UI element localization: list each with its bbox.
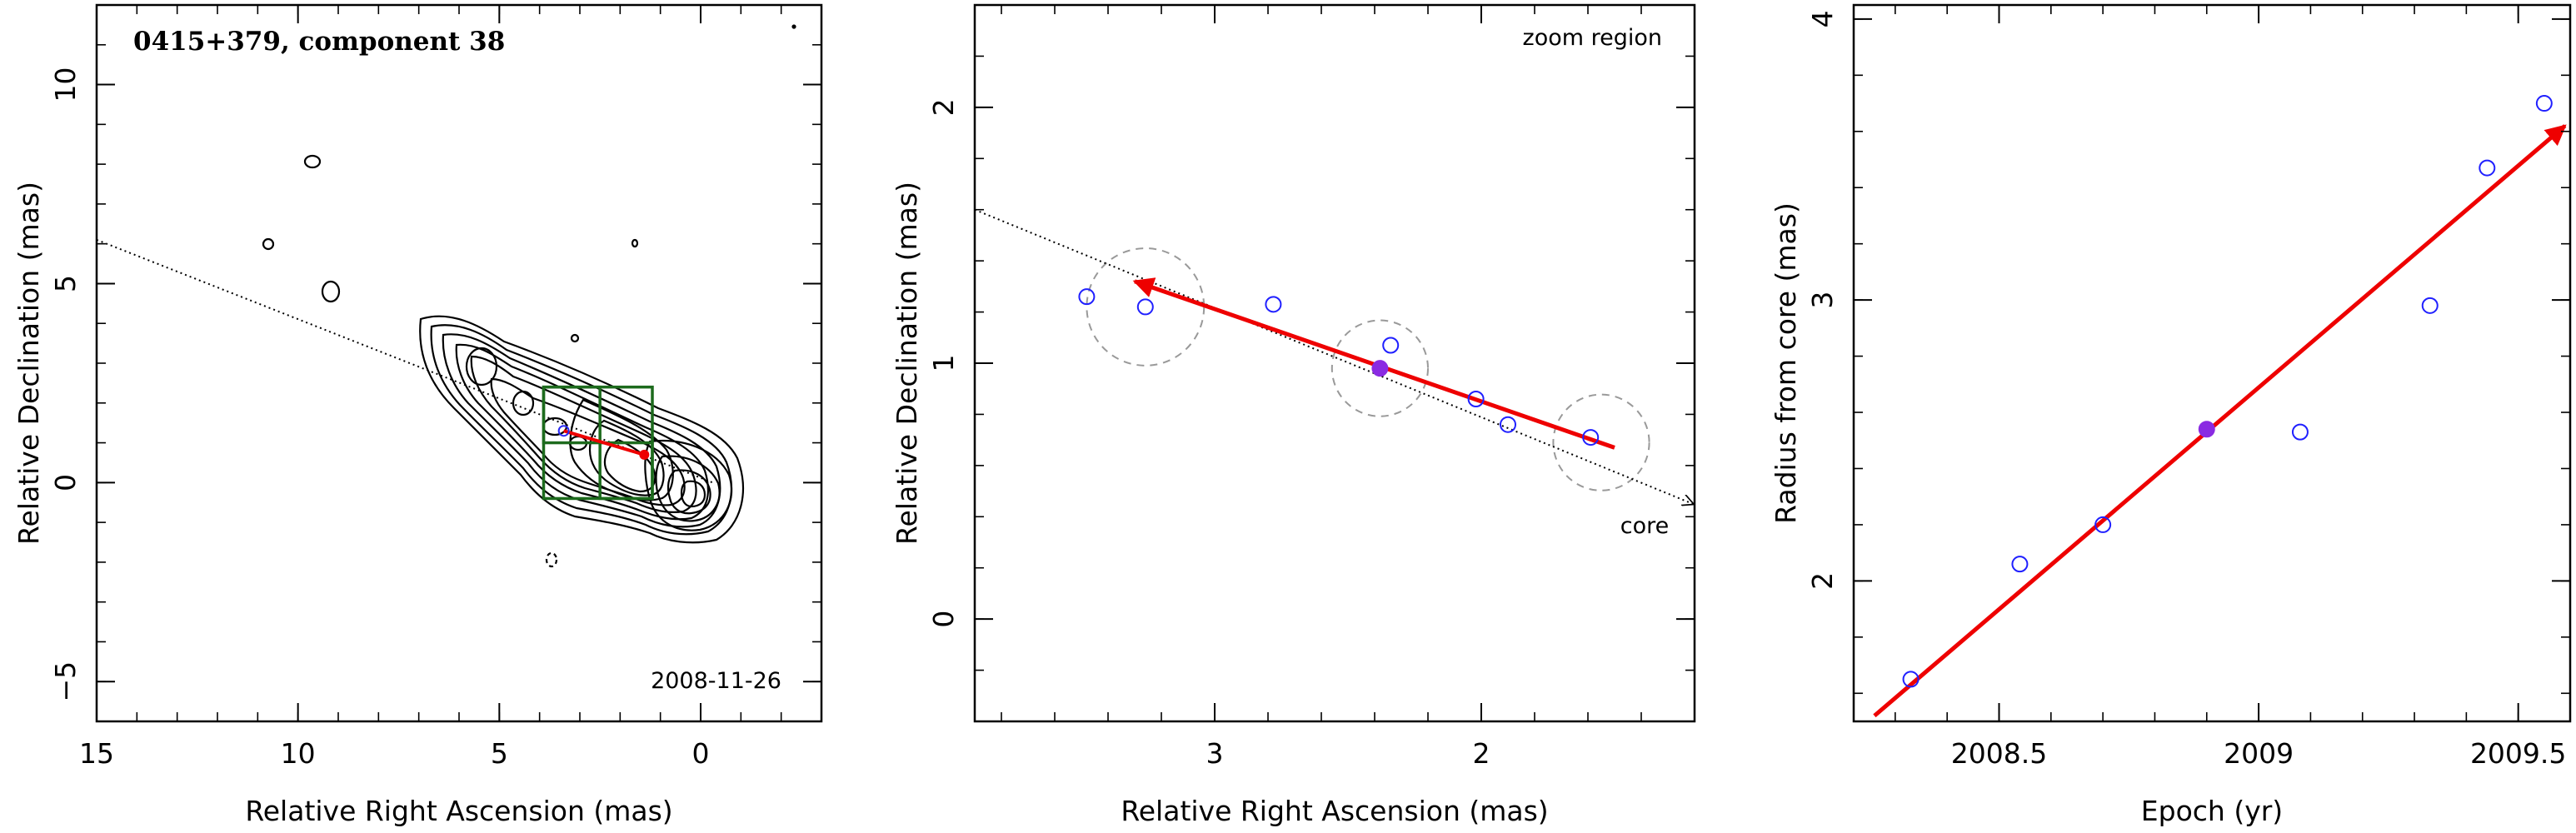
zoom-region-panel: zoom region core 3 2 0 1 2 Relative Right Asc… xyxy=(891,3,1696,827)
radius-point xyxy=(2479,159,2496,177)
x-tick-label: 2009.5 xyxy=(2470,737,2566,770)
jet-axis-line xyxy=(96,238,713,484)
contour-island-5 xyxy=(631,238,639,248)
position-point xyxy=(1500,416,1516,433)
position-point xyxy=(1467,391,1485,407)
contour-knot-b xyxy=(512,390,535,416)
contour-island-2 xyxy=(262,237,275,251)
plot-frame xyxy=(973,3,1696,723)
error-circle xyxy=(1086,247,1206,367)
zoom-box xyxy=(598,441,654,501)
y-axis-label: Relative Declination (mas) xyxy=(12,182,45,545)
x-tick-label: 2 xyxy=(1473,737,1490,770)
contour-core-2 xyxy=(655,455,721,522)
radius-point xyxy=(2421,297,2439,314)
contour-core-3 xyxy=(666,469,711,515)
y-tick-label: 3 xyxy=(1806,292,1839,309)
error-circle xyxy=(1552,393,1650,491)
core-label: core xyxy=(1620,513,1669,539)
component-marker xyxy=(557,425,570,437)
contour-level-9 xyxy=(603,438,656,493)
motion-arrow-head xyxy=(639,449,650,460)
x-axis-label: Relative Right Ascension (mas) xyxy=(1121,795,1548,827)
intensity-contours xyxy=(262,24,796,568)
epoch-date-label: 2008-11-26 xyxy=(651,668,781,694)
y-tick-label: 2 xyxy=(927,98,960,116)
y-tick-label: 0 xyxy=(49,474,82,491)
x-tick-label: 10 xyxy=(281,737,316,770)
contour-level-1 xyxy=(419,315,744,544)
y-tick-label: 4 xyxy=(1806,10,1839,27)
contour-dot xyxy=(791,24,796,29)
position-point xyxy=(1136,298,1154,316)
x-tick-label: 5 xyxy=(491,737,508,770)
y-axis-label: Radius from core (mas) xyxy=(1770,202,1802,524)
contour-knot-a xyxy=(465,347,498,387)
contour-island-3 xyxy=(321,280,341,303)
highlight-point xyxy=(1371,360,1389,377)
y-axis-label: Relative Declination (mas) xyxy=(891,182,923,545)
radius-vs-epoch-panel: 2008.5 2009 2009.5 2 3 4 Epoch (yr) Radius from… xyxy=(1770,3,2572,827)
highlight-point xyxy=(2198,421,2215,438)
x-axis-label: Epoch (yr) xyxy=(2141,795,2283,827)
position-point xyxy=(1582,429,1600,446)
x-tick-label: 3 xyxy=(1206,737,1224,770)
radius-point xyxy=(2011,556,2029,573)
x-tick-label: 2008.5 xyxy=(1951,737,2047,770)
zoom-box xyxy=(542,385,602,445)
y-tick-label: 1 xyxy=(927,355,960,372)
y-tick-label: 5 xyxy=(49,275,82,292)
zoom-region-label: zoom region xyxy=(1523,25,1662,51)
y-tick-label: 10 xyxy=(49,67,82,102)
y-tick-label: −5 xyxy=(49,661,82,702)
contour-level-2 xyxy=(430,324,732,536)
radius-point xyxy=(1902,671,1920,688)
contour-island-6 xyxy=(545,551,558,568)
contour-level-4 xyxy=(455,343,709,521)
position-point xyxy=(1078,288,1096,306)
y-tick-label: 0 xyxy=(927,611,960,628)
contour-island-1 xyxy=(303,154,322,169)
x-tick-label: 0 xyxy=(692,737,710,770)
plot-frame xyxy=(1852,3,2572,723)
contour-core-4 xyxy=(680,480,706,508)
contour-core-1 xyxy=(644,440,733,531)
x-tick-label: 2009 xyxy=(2224,737,2294,770)
contour-level-5 xyxy=(470,355,697,513)
map-title: 0415+379, component 38 xyxy=(133,27,505,57)
contour-island-4 xyxy=(570,333,580,343)
contour-map-panel: 0415+379, component 38 2008-11-26 xyxy=(12,3,823,827)
contour-level-3 xyxy=(442,333,721,528)
fit-arrow xyxy=(1873,124,2567,718)
radius-point xyxy=(2094,516,2112,533)
radius-point xyxy=(2535,95,2553,112)
map-axes: 15 10 5 0 −5 0 5 10 Relative Right Ascension (ma… xyxy=(12,3,823,827)
zoom-axes: 3 2 0 1 2 Relative Right Ascension (mas) Relat… xyxy=(891,3,1696,827)
radius-point xyxy=(2291,423,2309,441)
x-axis-label: Relative Right Ascension (mas) xyxy=(245,795,672,827)
plot-frame xyxy=(95,3,823,723)
position-point xyxy=(1382,337,1400,354)
error-circle xyxy=(1330,319,1430,417)
radius-axes: 2008.5 2009 2009.5 2 3 4 Epoch (yr) Radius from… xyxy=(1770,3,2572,827)
position-point xyxy=(1265,296,1282,313)
motion-arrow xyxy=(563,429,645,456)
y-tick-label: 2 xyxy=(1806,572,1839,590)
x-tick-label: 15 xyxy=(79,737,114,770)
